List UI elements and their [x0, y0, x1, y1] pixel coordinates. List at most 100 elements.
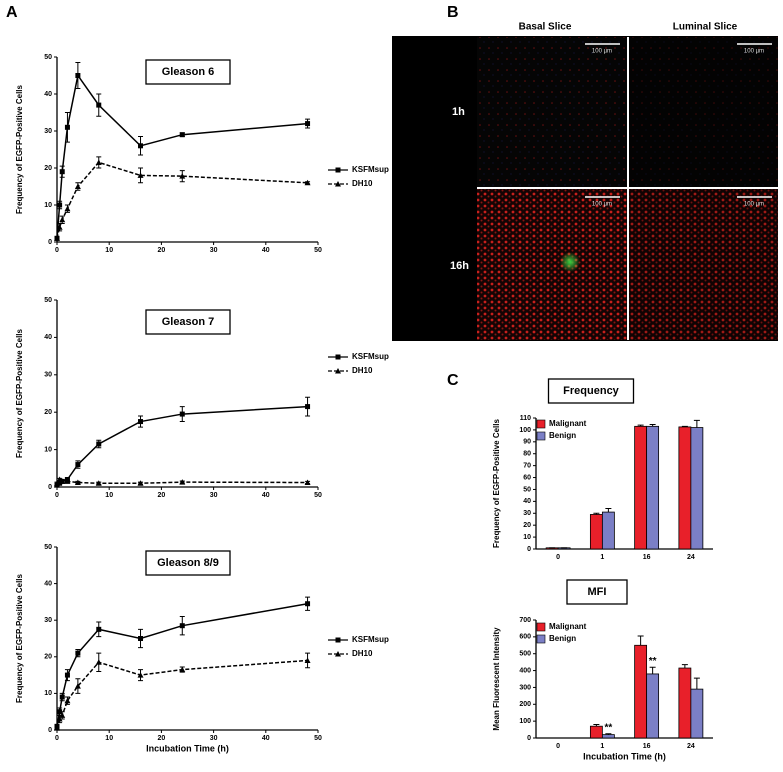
- micrograph: [629, 37, 778, 187]
- marker: [74, 683, 81, 689]
- micrograph: [629, 189, 778, 340]
- y-tick-label: 200: [519, 701, 531, 708]
- y-axis-label: Frequency of EGFP-Positive Cells: [15, 573, 24, 702]
- x-tick-label: 30: [210, 492, 218, 499]
- y-axis-label: Frequency of EGFP-Positive Cells: [15, 84, 24, 213]
- marker: [305, 121, 311, 127]
- error-bar: [681, 664, 688, 669]
- bar: [678, 667, 692, 739]
- y-tick-label: 0: [48, 484, 52, 491]
- marker: [56, 224, 63, 230]
- marker: [75, 650, 81, 656]
- error-bar: [593, 724, 600, 727]
- x-tick-label: 0: [556, 743, 560, 750]
- legend-swatch: [536, 634, 546, 644]
- y-tick-label: 10: [523, 534, 531, 541]
- legend-label: KSFMsup: [352, 635, 389, 644]
- y-axis-label: Mean Fluorescent Intensity: [492, 627, 501, 731]
- marker: [96, 441, 102, 447]
- y-tick-label: 90: [523, 439, 531, 446]
- significance: **: [649, 656, 657, 667]
- x-tick-label: 1: [600, 554, 604, 561]
- error-bar: [649, 424, 656, 427]
- chart-title: MFI: [588, 586, 607, 598]
- scale-bars: [585, 43, 772, 198]
- marker: [56, 716, 63, 722]
- micrograph: [477, 189, 627, 340]
- x-tick-label: 50: [314, 735, 322, 742]
- marker: [137, 480, 144, 486]
- legend-label: KSFMsup: [352, 165, 389, 174]
- y-tick-label: 40: [44, 91, 52, 98]
- marker: [304, 179, 311, 186]
- x-axis-label: Incubation Time (h): [146, 743, 229, 753]
- x-tick-label: 16: [643, 554, 651, 561]
- error-bar: [605, 508, 612, 513]
- legend-swatch: [536, 622, 546, 632]
- scale-label: 100 µm: [744, 202, 764, 208]
- bar: [634, 644, 648, 739]
- x-tick-label: 0: [55, 735, 59, 742]
- y-tick-label: 50: [44, 54, 52, 61]
- legend-label: DH10: [352, 649, 373, 658]
- x-tick-label: 40: [262, 247, 270, 254]
- legend-label: Benign: [549, 431, 576, 440]
- legend-label: KSFMsup: [352, 352, 389, 361]
- legend-swatch: [536, 431, 546, 441]
- marker: [305, 404, 311, 410]
- y-tick-label: 50: [523, 486, 531, 493]
- bar: [646, 673, 660, 739]
- error-bar: [637, 635, 644, 646]
- marker: [95, 159, 102, 165]
- x-tick-label: 16: [643, 743, 651, 750]
- micrograph-grid: Basal Slice Luminal Slice 1h 16h 100 µm …: [392, 22, 778, 341]
- marker: [335, 651, 341, 657]
- error-bar: [637, 424, 644, 427]
- panel-label: C: [447, 372, 459, 389]
- bar: [678, 426, 692, 550]
- bar: [589, 514, 603, 550]
- bar: [690, 427, 704, 550]
- column-label: Basal Slice: [519, 22, 572, 33]
- bar: [589, 725, 603, 739]
- chart-title: Gleason 7: [162, 316, 215, 328]
- bar: [690, 688, 704, 739]
- marker: [57, 709, 63, 715]
- y-tick-label: 0: [48, 239, 52, 246]
- chart-title: Gleason 8/9: [157, 557, 219, 569]
- y-tick-label: 0: [527, 735, 531, 742]
- marker: [305, 601, 311, 607]
- y-axis-label: Frequency of EGFP-Positive Cells: [15, 328, 24, 457]
- x-tick-label: 20: [158, 492, 166, 499]
- legend-label: Benign: [549, 634, 576, 643]
- scale-label: 100 µm: [592, 202, 612, 208]
- marker: [59, 216, 66, 223]
- marker: [179, 479, 186, 485]
- y-tick-label: 50: [44, 297, 52, 304]
- x-tick-label: 0: [55, 247, 59, 254]
- marker: [95, 480, 102, 486]
- x-tick-label: 0: [55, 492, 59, 499]
- y-tick-label: 400: [519, 667, 531, 674]
- marker: [64, 478, 71, 484]
- chart-title: Frequency: [563, 385, 620, 397]
- panel-label: B: [447, 4, 459, 21]
- y-tick-label: 300: [519, 684, 531, 691]
- y-tick-label: 600: [519, 634, 531, 641]
- column-label: Luminal Slice: [673, 22, 738, 33]
- error-bar: [693, 677, 700, 690]
- y-tick-label: 70: [523, 462, 531, 469]
- x-tick-label: 0: [556, 554, 560, 561]
- x-tick-label: 40: [262, 735, 270, 742]
- error-bar: [593, 512, 600, 515]
- title-box: [145, 59, 231, 85]
- marker: [64, 697, 71, 704]
- marker: [138, 636, 144, 641]
- title-box: [566, 579, 628, 605]
- y-tick-label: 20: [44, 654, 52, 661]
- significance: **: [604, 722, 612, 733]
- green-cell: [560, 252, 580, 272]
- marker: [335, 368, 341, 374]
- bar: [601, 511, 615, 550]
